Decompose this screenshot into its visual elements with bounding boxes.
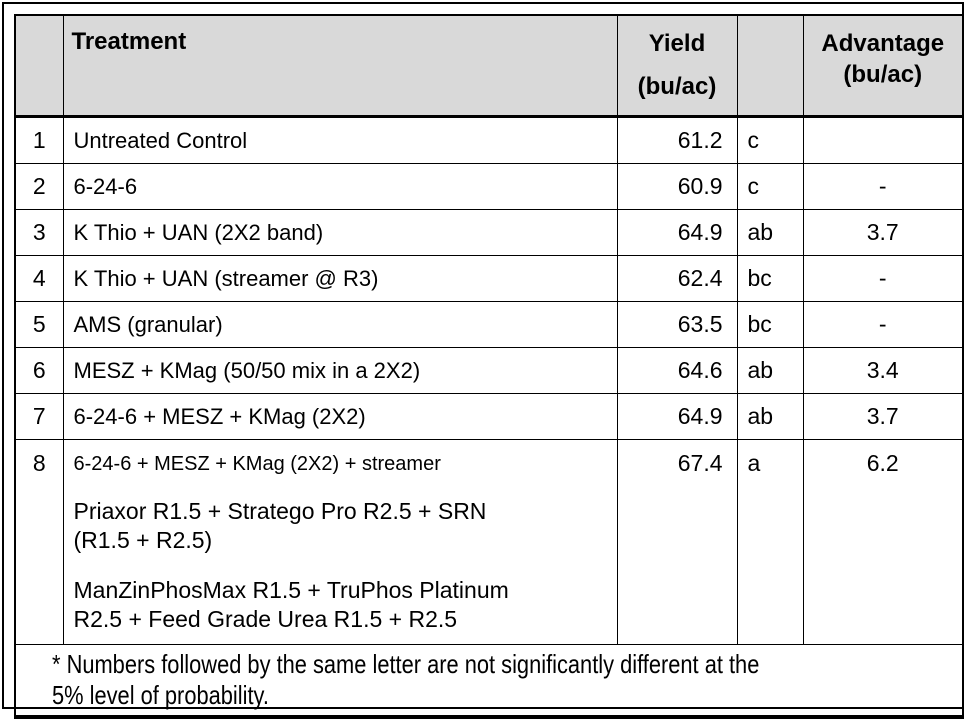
table-row-8: 8 6-24-6 + MESZ + KMag (2X2) + streamer …	[14, 439, 964, 645]
table-header: Treatment Yield (bu/ac) Advantage (bu/ac…	[14, 14, 964, 118]
yield-cell: 67.4	[616, 439, 738, 645]
advantage-cell: -	[802, 255, 964, 302]
yield-cell: 64.6	[616, 347, 738, 394]
advantage-cell: 3.7	[802, 393, 964, 440]
row-number: 8	[14, 439, 64, 645]
header-cell-number	[14, 14, 64, 118]
letter-cell: bc	[736, 301, 804, 348]
table-row-7: 7 6-24-6 + MESZ + KMag (2X2) 64.9 ab 3.7	[14, 393, 964, 440]
row-number: 2	[14, 163, 64, 210]
footnote-cell: * Numbers followed by the same letter ar…	[14, 644, 964, 718]
row-number: 6	[14, 347, 64, 394]
advantage-cell: 3.4	[802, 347, 964, 394]
yield-header-label: Yield	[648, 30, 706, 57]
table-row-2: 2 6-24-6 60.9 c -	[14, 163, 964, 210]
letter-cell: c	[736, 163, 804, 210]
letter-cell: ab	[736, 347, 804, 394]
advantage-cell: 3.7	[802, 209, 964, 256]
row-number: 4	[14, 255, 64, 302]
treatment-cell: 6-24-6	[62, 163, 618, 210]
table-row-4: 4 K Thio + UAN (streamer @ R3) 62.4 bc -	[14, 255, 964, 302]
treatment-cell: K Thio + UAN (2X2 band)	[62, 209, 618, 256]
table-row-1: 1 Untreated Control 61.2 c	[14, 116, 964, 164]
letter-cell: ab	[736, 209, 804, 256]
treatment-cell: 6-24-6 + MESZ + KMag (2X2)	[62, 393, 618, 440]
table-footer: * Numbers followed by the same letter ar…	[14, 644, 964, 718]
header-cell-advantage: Advantage (bu/ac)	[802, 14, 964, 118]
row-number: 5	[14, 301, 64, 348]
letter-cell: ab	[736, 393, 804, 440]
advantage-header-unit: (bu/ac)	[843, 61, 923, 88]
advantage-header-label: Advantage	[821, 30, 945, 57]
treatment-foliar-program: ManZinPhosMax R1.5 + TruPhos Platinum R2…	[73, 577, 509, 632]
table-row-5: 5 AMS (granular) 63.5 bc -	[14, 301, 964, 348]
yield-cell: 63.5	[616, 301, 738, 348]
advantage-cell: -	[802, 163, 964, 210]
header-cell-yield: Yield (bu/ac)	[616, 14, 738, 118]
row-number: 3	[14, 209, 64, 256]
treatment-cell: 6-24-6 + MESZ + KMag (2X2) + streamer Pr…	[62, 439, 618, 645]
table-row-6: 6 MESZ + KMag (50/50 mix in a 2X2) 64.6 …	[14, 347, 964, 394]
treatment-yield-table: Treatment Yield (bu/ac) Advantage (bu/ac…	[14, 14, 964, 719]
advantage-cell: -	[802, 301, 964, 348]
header-row: Treatment Yield (bu/ac) Advantage (bu/ac…	[14, 14, 964, 118]
row-number: 1	[14, 116, 64, 164]
yield-header-unit: (bu/ac)	[637, 73, 717, 100]
treatment-cell: K Thio + UAN (streamer @ R3)	[62, 255, 618, 302]
letter-cell: a	[736, 439, 804, 645]
yield-cell: 62.4	[616, 255, 738, 302]
yield-cell: 60.9	[616, 163, 738, 210]
yield-cell: 64.9	[616, 209, 738, 256]
treatment-cell: MESZ + KMag (50/50 mix in a 2X2)	[62, 347, 618, 394]
advantage-cell: 6.2	[802, 439, 964, 645]
header-cell-treatment: Treatment	[62, 14, 618, 118]
footnote-row: * Numbers followed by the same letter ar…	[14, 644, 964, 718]
treatment-line-1: 6-24-6 + MESZ + KMag (2X2) + streamer	[73, 453, 441, 475]
letter-cell: bc	[736, 255, 804, 302]
treatment-fungicide-program: Priaxor R1.5 + Stratego Pro R2.5 + SRN (…	[73, 498, 487, 553]
advantage-cell	[802, 116, 964, 164]
letter-cell: c	[736, 116, 804, 164]
treatment-cell: AMS (granular)	[62, 301, 618, 348]
yield-cell: 64.9	[616, 393, 738, 440]
table-body: 1 Untreated Control 61.2 c 2 6-24-6 60.9…	[14, 116, 964, 645]
header-cell-letter	[736, 14, 804, 118]
row-number: 7	[14, 393, 64, 440]
footnote-text-line-2: 5% level of probability.	[52, 680, 269, 710]
yield-cell: 61.2	[616, 116, 738, 164]
treatment-cell: Untreated Control	[62, 116, 618, 164]
footnote-text-line-1: * Numbers followed by the same letter ar…	[52, 649, 760, 679]
table-row-3: 3 K Thio + UAN (2X2 band) 64.9 ab 3.7	[14, 209, 964, 256]
